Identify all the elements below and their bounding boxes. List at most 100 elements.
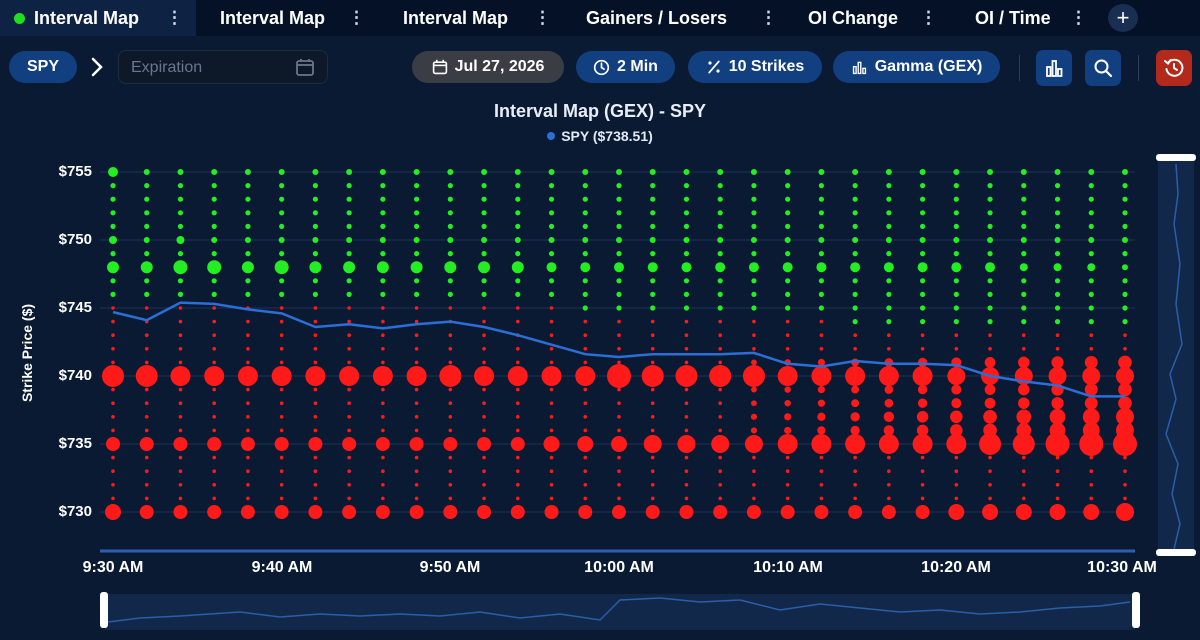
gex-bubble[interactable] <box>984 357 996 368</box>
gex-bubble[interactable] <box>616 251 622 257</box>
gex-bubble[interactable] <box>987 291 993 297</box>
gex-bubble[interactable] <box>1122 237 1128 243</box>
gex-bubble[interactable] <box>751 223 757 229</box>
gex-bubble[interactable] <box>953 237 960 243</box>
gex-bubble[interactable] <box>582 196 588 202</box>
gex-bubble[interactable] <box>448 469 453 474</box>
gex-bubble[interactable] <box>279 223 285 229</box>
gex-bubble[interactable] <box>1055 455 1060 460</box>
gex-bubble[interactable] <box>245 183 251 189</box>
gex-bubble[interactable] <box>144 210 150 216</box>
gex-bubble[interactable] <box>381 469 385 474</box>
gex-bubble[interactable] <box>381 428 385 433</box>
gex-bubble[interactable] <box>482 469 486 474</box>
gex-bubble[interactable] <box>885 169 892 175</box>
gex-bubble[interactable] <box>313 401 318 405</box>
gex-bubble[interactable] <box>381 483 385 487</box>
gex-bubble[interactable] <box>819 469 824 474</box>
gex-bubble[interactable] <box>246 428 250 433</box>
gex-bubble[interactable] <box>784 399 791 407</box>
gex-bubble[interactable] <box>414 291 420 297</box>
gex-bubble[interactable] <box>1054 305 1061 311</box>
gex-bubble[interactable] <box>616 210 622 216</box>
gex-bubble[interactable] <box>414 347 419 351</box>
gex-bubble[interactable] <box>1049 408 1066 425</box>
gex-bubble[interactable] <box>474 366 495 386</box>
gex-bubble[interactable] <box>987 319 993 325</box>
interval-map-plot[interactable] <box>0 150 1150 560</box>
gex-bubble[interactable] <box>717 291 723 297</box>
gex-bubble[interactable] <box>1021 319 1027 325</box>
gex-bubble[interactable] <box>144 251 150 257</box>
gex-bubble[interactable] <box>346 251 352 257</box>
gex-bubble[interactable] <box>482 347 486 351</box>
gex-bubble[interactable] <box>548 196 555 202</box>
gex-bubble[interactable] <box>207 505 222 519</box>
gex-bubble[interactable] <box>414 306 419 310</box>
gex-bubble[interactable] <box>951 398 962 409</box>
gex-bubble[interactable] <box>312 223 318 229</box>
gex-bubble[interactable] <box>852 210 858 216</box>
gex-bubble[interactable] <box>516 401 520 405</box>
gex-bubble[interactable] <box>379 237 386 243</box>
gex-bubble[interactable] <box>1089 496 1094 501</box>
gex-bubble[interactable] <box>1123 469 1127 474</box>
gex-bubble[interactable] <box>1088 183 1094 189</box>
gex-bubble[interactable] <box>1054 223 1061 229</box>
tab-gainers-losers[interactable]: Gainers / Losers ⋮ <box>554 0 784 36</box>
gex-bubble[interactable] <box>347 415 351 419</box>
ticker-button[interactable]: SPY <box>9 51 77 83</box>
gex-bubble[interactable] <box>514 169 521 175</box>
gex-bubble[interactable] <box>1122 223 1128 229</box>
gex-bubble[interactable] <box>582 183 588 189</box>
gex-bubble[interactable] <box>886 291 892 297</box>
gex-bubble[interactable] <box>785 305 791 311</box>
gex-bubble[interactable] <box>614 262 624 273</box>
gex-bubble[interactable] <box>1084 383 1098 397</box>
gex-bubble[interactable] <box>447 169 454 175</box>
gex-bubble[interactable] <box>811 434 832 454</box>
gex-bubble[interactable] <box>617 469 621 474</box>
gex-bubble[interactable] <box>144 347 149 351</box>
gex-bubble[interactable] <box>279 469 284 474</box>
gex-bubble[interactable] <box>611 436 627 452</box>
gex-bubble[interactable] <box>308 505 323 519</box>
gex-bubble[interactable] <box>546 262 557 273</box>
gex-bubble[interactable] <box>852 305 858 311</box>
gex-bubble[interactable] <box>817 412 826 421</box>
gex-bubble[interactable] <box>347 483 351 487</box>
gex-bubble[interactable] <box>108 167 118 177</box>
gex-bubble[interactable] <box>313 319 318 324</box>
gex-bubble[interactable] <box>144 291 150 297</box>
gex-bubble[interactable] <box>650 305 656 311</box>
gex-bubble[interactable] <box>578 505 593 519</box>
gex-bubble[interactable] <box>1021 251 1027 257</box>
gex-bubble[interactable] <box>178 483 183 487</box>
gex-bubble[interactable] <box>817 399 825 407</box>
gex-bubble[interactable] <box>548 278 555 284</box>
gex-bubble[interactable] <box>211 210 217 216</box>
gex-bubble[interactable] <box>140 261 153 274</box>
gex-bubble[interactable] <box>920 291 926 297</box>
gex-bubble[interactable] <box>448 360 453 365</box>
gex-bubble[interactable] <box>381 347 385 351</box>
gex-bubble[interactable] <box>784 426 792 434</box>
gex-bubble[interactable] <box>1054 183 1061 189</box>
gex-bubble[interactable] <box>1089 469 1094 474</box>
gex-bubble[interactable] <box>1022 469 1026 474</box>
gex-bubble[interactable] <box>752 483 756 487</box>
kebab-icon[interactable]: ⋮ <box>534 8 551 27</box>
gex-bubble[interactable] <box>1055 469 1060 474</box>
navigator-handle-top[interactable] <box>1156 154 1196 161</box>
gex-bubble[interactable] <box>617 333 621 337</box>
gex-bubble[interactable] <box>178 415 183 419</box>
gex-bubble[interactable] <box>887 347 891 351</box>
gex-bubble[interactable] <box>177 196 184 202</box>
gex-bubble[interactable] <box>178 360 183 365</box>
gex-bubble[interactable] <box>481 291 487 297</box>
gex-bubble[interactable] <box>1123 483 1127 487</box>
gex-bubble[interactable] <box>782 262 793 273</box>
gex-bubble[interactable] <box>953 278 959 284</box>
gex-bubble[interactable] <box>414 401 419 405</box>
gex-bubble[interactable] <box>111 387 115 392</box>
